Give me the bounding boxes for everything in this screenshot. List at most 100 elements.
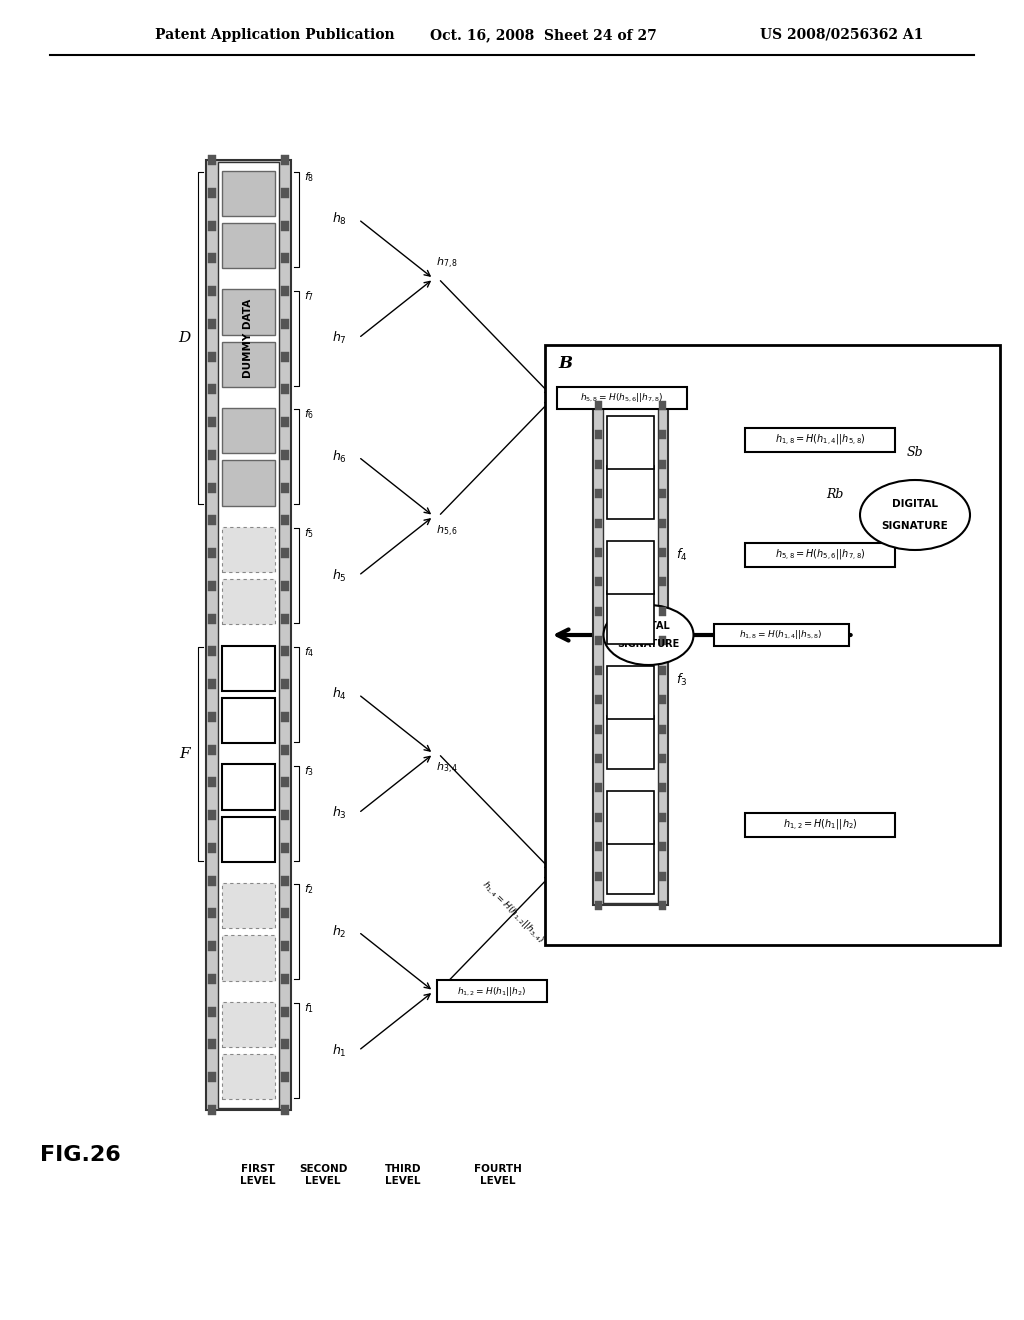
Bar	[602, 407, 657, 903]
Text: $h_{5,6}$: $h_{5,6}$	[436, 524, 459, 539]
Bar	[281, 1105, 289, 1115]
Bar	[208, 581, 215, 591]
Bar	[658, 696, 666, 704]
Bar	[208, 777, 215, 788]
Bar	[221, 698, 274, 743]
Bar	[208, 220, 215, 231]
Bar	[595, 401, 601, 411]
Bar	[281, 777, 289, 788]
Bar	[281, 1072, 289, 1082]
Bar	[595, 696, 601, 704]
Bar	[208, 614, 215, 623]
Text: F: F	[179, 747, 189, 760]
Text: $h_{6}$: $h_{6}$	[332, 449, 346, 465]
Text: T: T	[806, 548, 816, 562]
Bar	[208, 417, 215, 428]
Text: $h_{7}$: $h_{7}$	[332, 330, 346, 346]
Bar	[606, 591, 653, 644]
Text: $h_{1,2}=H(h_1||h_2)$: $h_{1,2}=H(h_1||h_2)$	[457, 985, 526, 998]
Bar	[595, 754, 601, 763]
Bar	[595, 902, 601, 909]
Text: Rb: Rb	[826, 488, 844, 502]
Text: $h_{5,8}=H(h_{5,6}||h_{7,8})$: $h_{5,8}=H(h_{5,6}||h_{7,8})$	[775, 548, 865, 562]
Bar	[595, 607, 601, 616]
Bar	[658, 813, 666, 822]
Bar	[208, 286, 215, 296]
Text: $h_{3,4}$: $h_{3,4}$	[436, 762, 459, 776]
Text: $f_{1}$: $f_{1}$	[303, 1001, 313, 1015]
Bar	[208, 974, 215, 983]
Bar	[208, 908, 215, 919]
Bar	[208, 647, 215, 656]
Bar	[281, 711, 289, 722]
Bar	[658, 842, 666, 851]
Bar	[221, 461, 274, 506]
Bar	[206, 160, 291, 1110]
Bar	[208, 187, 215, 198]
Text: US 2008/0256362 A1: US 2008/0256362 A1	[760, 28, 924, 42]
Text: $h_{1,8}=H(h_{1,4}||h_{5,8})$: $h_{1,8}=H(h_{1,4}||h_{5,8})$	[775, 433, 865, 447]
Text: Sb: Sb	[655, 578, 672, 591]
Bar	[658, 665, 666, 675]
Text: $h_{1,4}=H(h_{1,2}||h_{3,4})$: $h_{1,4}=H(h_{1,2}||h_{3,4})$	[479, 878, 548, 946]
Bar	[208, 744, 215, 755]
Text: $f_{4}$: $f_{4}$	[303, 645, 314, 659]
Text: $h_{5,8}=H(h_{5,6}||h_{7,8})$: $h_{5,8}=H(h_{5,6}||h_{7,8})$	[580, 391, 664, 404]
Bar	[208, 941, 215, 952]
Bar	[606, 667, 653, 719]
Bar	[208, 875, 215, 886]
Bar	[595, 842, 601, 851]
Bar	[556, 387, 686, 408]
Bar	[595, 665, 601, 675]
Bar	[658, 754, 666, 763]
Bar	[221, 1055, 274, 1100]
Text: FIG.26: FIG.26	[40, 1144, 121, 1166]
Text: SIGNATURE: SIGNATURE	[882, 521, 948, 531]
Text: FOURTH
LEVEL: FOURTH LEVEL	[474, 1164, 522, 1185]
Text: Rb: Rb	[580, 609, 597, 622]
Bar	[281, 450, 289, 459]
Text: B: B	[558, 355, 572, 371]
Bar	[745, 428, 895, 451]
Bar	[281, 319, 289, 329]
Bar	[658, 902, 666, 909]
Text: $f_{7}$: $f_{7}$	[303, 289, 313, 302]
Text: Patent Application Publication: Patent Application Publication	[155, 28, 394, 42]
Text: $f_{3}$: $f_{3}$	[303, 764, 313, 777]
Bar	[208, 253, 215, 263]
Bar	[281, 614, 289, 623]
Text: $h_{7,8}$: $h_{7,8}$	[436, 256, 459, 272]
Text: $h_{3}$: $h_{3}$	[332, 805, 346, 821]
Text: THIRD
LEVEL: THIRD LEVEL	[385, 1164, 421, 1185]
Bar	[281, 417, 289, 428]
Bar	[221, 408, 274, 453]
Text: $f_4$: $f_4$	[676, 546, 687, 564]
Bar	[221, 645, 274, 690]
Bar	[281, 908, 289, 919]
Bar	[545, 345, 1000, 945]
Bar	[281, 974, 289, 983]
Bar	[208, 843, 215, 853]
Bar	[221, 170, 274, 215]
Bar	[221, 1002, 274, 1047]
Text: $h_{1}$: $h_{1}$	[332, 1043, 346, 1059]
Bar	[281, 483, 289, 492]
Text: DIGITAL: DIGITAL	[627, 620, 670, 631]
Bar	[606, 466, 653, 519]
Bar	[281, 647, 289, 656]
Bar	[658, 519, 666, 528]
Bar	[595, 783, 601, 792]
Text: $h_{1,2}=H(h_1||h_2)$: $h_{1,2}=H(h_1||h_2)$	[782, 817, 857, 833]
Bar	[208, 450, 215, 459]
Bar	[281, 810, 289, 820]
Text: $h_{2}$: $h_{2}$	[332, 924, 346, 940]
Text: $f_{2}$: $f_{2}$	[303, 883, 313, 896]
Bar	[221, 817, 274, 862]
Bar	[208, 1105, 215, 1115]
Text: D: D	[178, 331, 190, 345]
Bar	[658, 490, 666, 498]
Bar	[658, 430, 666, 440]
Bar	[208, 1039, 215, 1049]
Ellipse shape	[860, 480, 970, 550]
Bar	[208, 319, 215, 329]
